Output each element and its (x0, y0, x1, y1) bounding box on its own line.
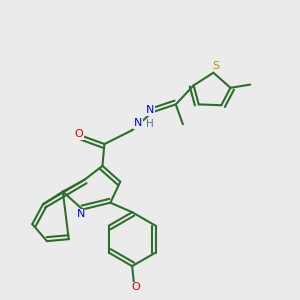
Text: O: O (132, 282, 140, 292)
Text: N: N (146, 105, 154, 116)
Text: N: N (134, 118, 142, 128)
Text: N: N (76, 209, 85, 219)
Text: S: S (212, 61, 219, 70)
Text: O: O (74, 129, 83, 139)
Text: H: H (146, 119, 154, 129)
